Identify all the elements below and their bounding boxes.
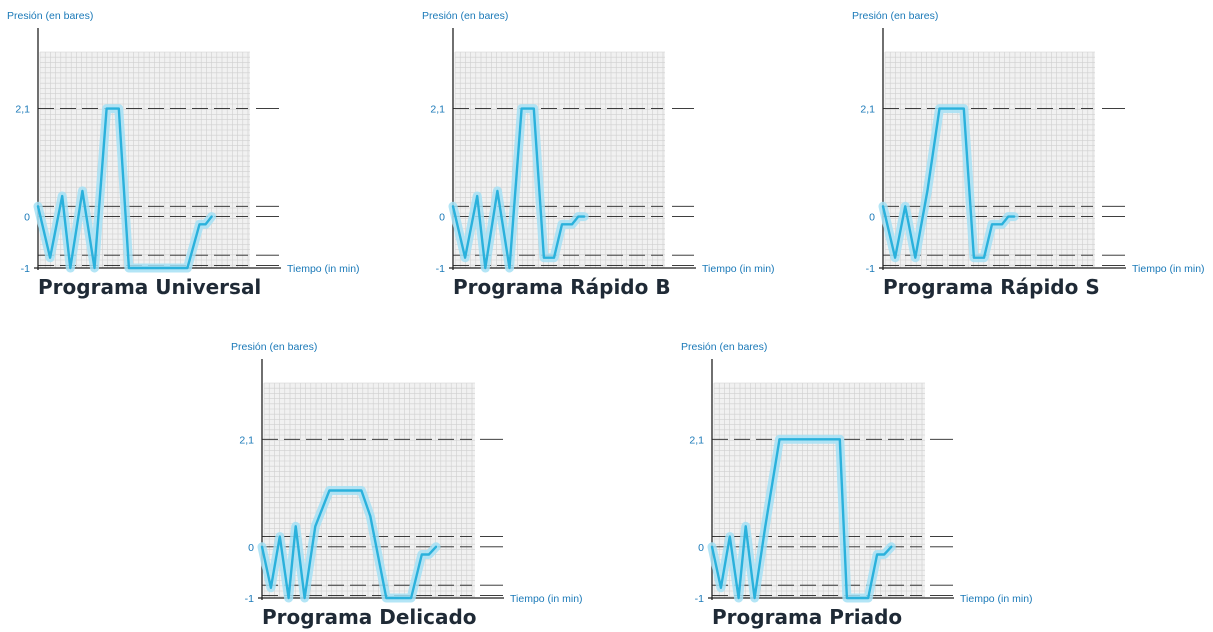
series-line [710, 438, 893, 600]
y-tick-label: -1 [245, 593, 254, 605]
y-tick-label: 0 [439, 212, 445, 224]
y-axis-label: Presión (en bares) [681, 341, 767, 353]
chart-title: Programa Universal [38, 275, 261, 299]
series-line [451, 107, 586, 270]
y-tick-label: 2,1 [860, 104, 875, 116]
y-tick-label: 0 [24, 212, 30, 224]
chart-title: Programa Delicado [262, 605, 477, 629]
series-line [36, 107, 213, 270]
series-line [260, 489, 438, 600]
y-tick-label: -1 [21, 263, 30, 275]
y-tick-label: 2,1 [239, 434, 254, 446]
y-tick-label: 2,1 [430, 104, 445, 116]
x-axis-label: Tiempo (in min) [702, 263, 775, 275]
y-axis-label: Presión (en bares) [852, 10, 938, 22]
y-tick-label: 2,1 [689, 434, 704, 446]
x-axis-label: Tiempo (in min) [1132, 263, 1205, 275]
x-axis-label: Tiempo (in min) [287, 263, 360, 275]
y-tick-label: -1 [866, 263, 875, 275]
x-axis-label: Tiempo (in min) [960, 593, 1033, 605]
y-axis-label: Presión (en bares) [231, 341, 317, 353]
chart-3: Presión (en bares) Tiempo (in min) 2,1 0 -1 P… [231, 341, 583, 629]
y-axis-label: Presión (en bares) [422, 10, 508, 22]
chart-title: Programa Priado [712, 605, 902, 629]
y-tick-label: 2,1 [15, 104, 30, 116]
chart-4: Presión (en bares) Tiempo (in min) 2,1 0 -1 P… [681, 341, 1033, 629]
chart-0: Presión (en bares) Tiempo (in min) 2,1 0 -1 P… [7, 10, 360, 299]
y-tick-label: 0 [869, 212, 875, 224]
chart-1: Presión (en bares) Tiempo (in min) 2,1 0 -1 P… [422, 10, 775, 299]
series-line [881, 107, 1016, 259]
y-axis-label: Presión (en bares) [7, 10, 93, 22]
y-tick-label: 0 [698, 542, 704, 554]
y-tick-label: 0 [248, 542, 254, 554]
y-tick-label: -1 [436, 263, 445, 275]
chart-title: Programa Rápido B [453, 275, 671, 299]
chart-2: Presión (en bares) Tiempo (in min) 2,1 0 -1 P… [852, 10, 1205, 299]
chart-title: Programa Rápido S [883, 275, 1100, 299]
y-tick-label: -1 [695, 593, 704, 605]
x-axis-label: Tiempo (in min) [510, 593, 583, 605]
